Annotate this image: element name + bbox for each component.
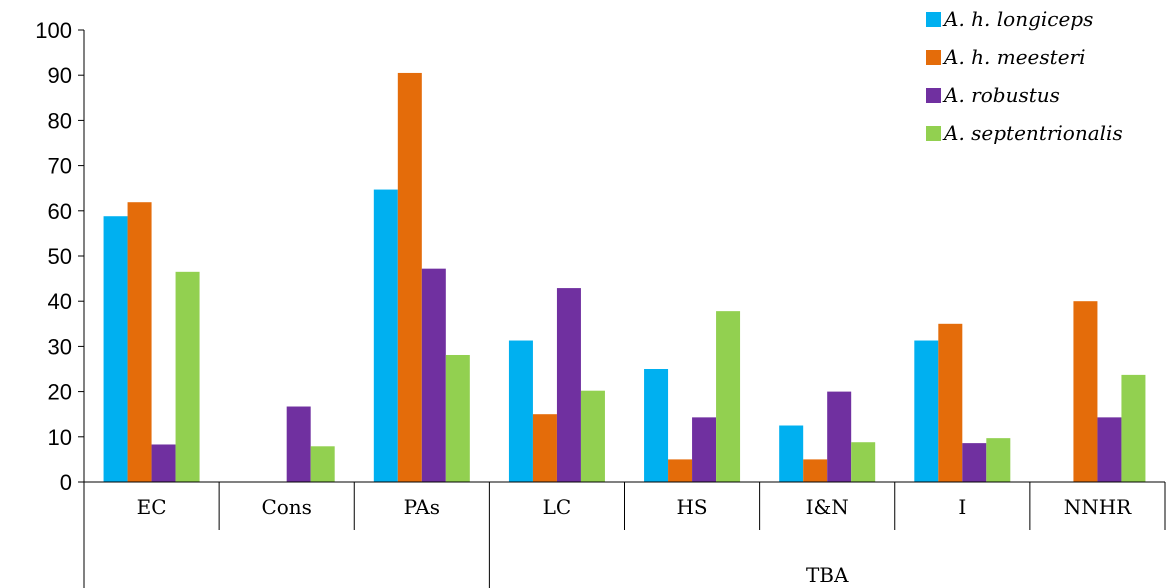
bar-cons-series-3 — [310, 446, 335, 482]
bar-series-group — [103, 72, 1146, 482]
bar-i-series-1 — [938, 323, 963, 482]
y-tick-label: 30 — [48, 334, 72, 359]
y-tick-label: 80 — [48, 108, 72, 133]
legend: A. h. longiceps A. h. meesteri A. robustus… — [926, 7, 1123, 145]
x-category-label: I&N — [806, 495, 849, 519]
axes — [83, 30, 1166, 588]
bar-i-n-series-3 — [851, 442, 876, 482]
bar-pas-series-1 — [397, 72, 422, 482]
bar-nnhr-series-1 — [1073, 301, 1098, 482]
bar-lc-series-3 — [580, 390, 605, 482]
legend-label: A. robustus — [942, 83, 1060, 107]
bar-hs-series-3 — [716, 311, 741, 482]
bar-lc-series-2 — [556, 288, 581, 482]
bar-hs-series-1 — [668, 459, 693, 482]
bar-ec-series-0 — [103, 216, 128, 482]
y-tick-label: 10 — [48, 425, 72, 450]
bar-nnhr-series-3 — [1121, 374, 1146, 482]
y-tick-label: 60 — [48, 199, 72, 224]
x-category-label: NNHR — [1064, 495, 1132, 519]
y-tick-label: 90 — [48, 63, 72, 88]
legend-label: A. h. longiceps — [942, 7, 1093, 31]
bar-pas-series-2 — [421, 268, 446, 482]
y-tick-label: 0 — [60, 470, 72, 495]
y-tick-label: 50 — [48, 244, 72, 269]
bar-lc-series-1 — [532, 414, 557, 482]
bar-pas-series-3 — [445, 354, 470, 482]
bar-pas-series-0 — [373, 189, 398, 482]
x-group-label: TBA — [806, 563, 849, 587]
bar-cons-series-2 — [286, 406, 311, 482]
legend-label: A. septentrionalis — [942, 121, 1123, 145]
bar-hs-series-0 — [644, 369, 669, 482]
bar-i-n-series-1 — [803, 459, 828, 482]
legend-swatch — [926, 88, 941, 103]
y-tick-label: 100 — [35, 18, 72, 43]
bar-lc-series-0 — [508, 340, 533, 482]
y-tick-label: 40 — [48, 289, 72, 314]
x-category-label: EC — [137, 495, 167, 519]
bar-ec-series-1 — [127, 202, 152, 482]
legend-swatch — [926, 12, 941, 27]
bar-i-series-3 — [986, 438, 1011, 482]
bar-i-n-series-2 — [827, 391, 852, 482]
legend-label: A. h. meesteri — [942, 45, 1085, 69]
legend-swatch — [926, 50, 941, 65]
x-category-label: Cons — [261, 495, 312, 519]
legend-swatch — [926, 126, 941, 141]
bar-i-series-0 — [914, 340, 939, 482]
y-tick-label: 20 — [48, 380, 72, 405]
bar-nnhr-series-2 — [1097, 417, 1122, 482]
y-tick-label: 70 — [48, 154, 72, 179]
x-category-label: LC — [543, 495, 572, 519]
bar-i-n-series-0 — [779, 425, 804, 482]
bar-hs-series-2 — [692, 417, 717, 482]
bar-ec-series-3 — [175, 271, 200, 482]
x-category-label: HS — [676, 495, 707, 519]
x-axis-category-labels: EC Cons PAs LC HS I&N I NNHR TBA — [137, 495, 1133, 587]
x-category-label: PAs — [404, 495, 440, 519]
bar-i-series-2 — [962, 443, 987, 482]
y-axis-ticks: 0 10 20 30 40 50 60 70 80 90 100 — [35, 18, 84, 495]
bar-ec-series-2 — [151, 444, 176, 482]
x-category-label: I — [958, 495, 966, 519]
